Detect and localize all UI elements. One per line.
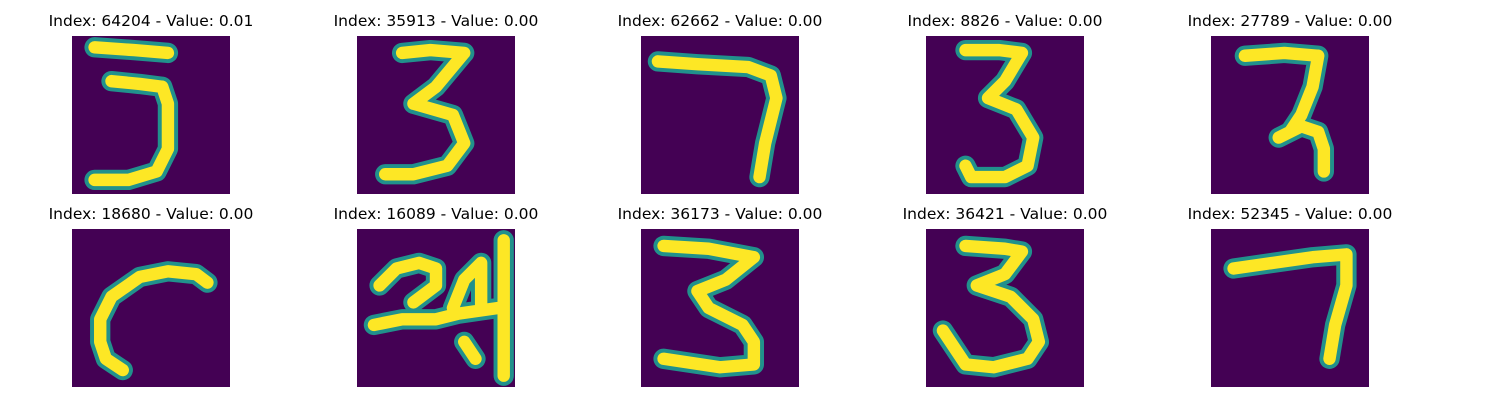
panel-5: Index: 27789 - Value: 0.00 bbox=[1139, 12, 1439, 194]
panel-10: Index: 52345 - Value: 0.00 bbox=[1139, 205, 1439, 387]
digit-glyph bbox=[1211, 36, 1369, 194]
panel-6: Index: 18680 - Value: 0.00 bbox=[0, 205, 300, 387]
digit-image bbox=[1211, 36, 1369, 194]
panel-title: Index: 8826 - Value: 0.00 bbox=[907, 12, 1103, 30]
panel-title: Index: 35913 - Value: 0.00 bbox=[333, 12, 539, 30]
digit-image bbox=[357, 229, 515, 387]
panel-title: Index: 62662 - Value: 0.00 bbox=[617, 12, 823, 30]
panel-title: Index: 27789 - Value: 0.00 bbox=[1187, 12, 1393, 30]
digit-glyph bbox=[72, 229, 230, 387]
digit-glyph bbox=[641, 229, 799, 387]
digit-image bbox=[926, 229, 1084, 387]
panel-8: Index: 36173 - Value: 0.00 bbox=[569, 205, 869, 387]
digit-image bbox=[641, 229, 799, 387]
digit-glyph bbox=[926, 36, 1084, 194]
digit-glyph bbox=[72, 36, 230, 194]
panel-title: Index: 36421 - Value: 0.00 bbox=[902, 205, 1108, 223]
digit-image bbox=[357, 36, 515, 194]
panel-title: Index: 36173 - Value: 0.00 bbox=[617, 205, 823, 223]
panel-3: Index: 62662 - Value: 0.00 bbox=[569, 12, 869, 194]
digit-image bbox=[926, 36, 1084, 194]
panel-7: Index: 16089 - Value: 0.00 bbox=[285, 205, 585, 387]
panel-title: Index: 16089 - Value: 0.00 bbox=[333, 205, 539, 223]
panel-title: Index: 64204 - Value: 0.01 bbox=[48, 12, 254, 30]
panel-9: Index: 36421 - Value: 0.00 bbox=[854, 205, 1154, 387]
panel-1: Index: 64204 - Value: 0.01 bbox=[0, 12, 300, 194]
digit-glyph bbox=[926, 229, 1084, 387]
digit-image bbox=[1211, 229, 1369, 387]
digit-image bbox=[72, 36, 230, 194]
digit-glyph bbox=[357, 36, 515, 194]
digit-glyph bbox=[357, 229, 515, 387]
panel-title: Index: 18680 - Value: 0.00 bbox=[48, 205, 254, 223]
digit-glyph bbox=[1211, 229, 1369, 387]
digit-image bbox=[72, 229, 230, 387]
digit-image bbox=[641, 36, 799, 194]
panel-4: Index: 8826 - Value: 0.00 bbox=[854, 12, 1154, 194]
panel-2: Index: 35913 - Value: 0.00 bbox=[285, 12, 585, 194]
panel-title: Index: 52345 - Value: 0.00 bbox=[1187, 205, 1393, 223]
digit-glyph bbox=[641, 36, 799, 194]
